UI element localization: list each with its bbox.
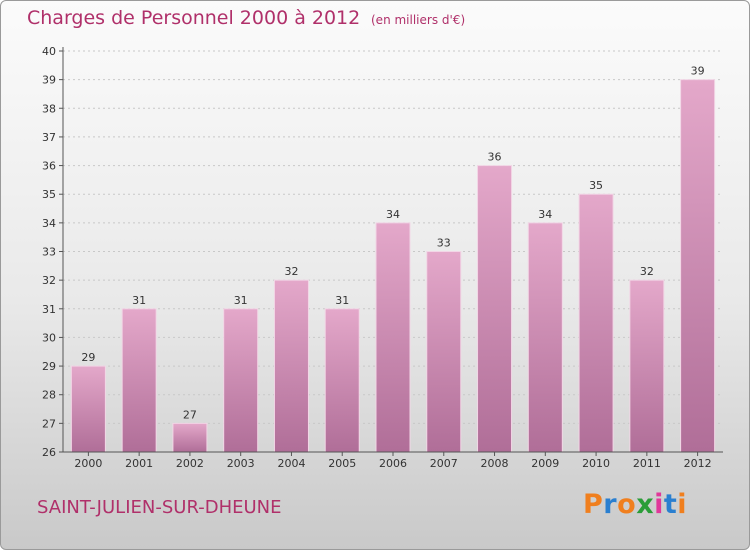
- bar-2002: [172, 422, 208, 453]
- x-tick-label: 2000: [74, 457, 102, 470]
- bar-2008: [477, 165, 513, 453]
- axes: 26 27 28 29 30 31 32 33 34 35 36 37 38 39 40 2000 2001 20…: [42, 45, 723, 470]
- logo-letter: x: [636, 489, 655, 520]
- x-tick-label: 2003: [227, 457, 255, 470]
- y-tick-label: 30: [42, 331, 56, 344]
- bar-value-label: 27: [183, 408, 197, 421]
- bar-2009: [527, 222, 563, 453]
- y-tick-label: 29: [42, 360, 56, 373]
- x-tick-label: 2005: [328, 457, 356, 470]
- bar-value-label: 31: [132, 294, 146, 307]
- y-tick-label: 38: [42, 102, 56, 115]
- logo-letter: i: [654, 489, 664, 520]
- bar-2003: [223, 308, 259, 453]
- x-tick-label: 2011: [633, 457, 661, 470]
- x-tick-label: 2012: [684, 457, 712, 470]
- y-tick-label: 27: [42, 417, 56, 430]
- logo-letter: P: [583, 489, 604, 520]
- bar-2011: [629, 279, 665, 453]
- proxiti-logo[interactable]: Proxiti: [583, 489, 687, 520]
- bar-value-label: 34: [538, 208, 552, 221]
- x-tick-label: 2009: [531, 457, 559, 470]
- y-tick-label: 36: [42, 160, 56, 173]
- y-tick-label: 34: [42, 217, 56, 230]
- y-tick-label: 28: [42, 389, 56, 402]
- x-tick-label: 2002: [176, 457, 204, 470]
- y-tick-label: 33: [42, 246, 56, 259]
- logo-letter: o: [617, 489, 637, 520]
- bar-2004: [273, 279, 309, 453]
- x-tick-label: 2008: [481, 457, 509, 470]
- bar-value-label: 34: [386, 208, 400, 221]
- x-tick-label: 2006: [379, 457, 407, 470]
- y-tick-label: 37: [42, 131, 56, 144]
- x-tick-label: 2007: [430, 457, 458, 470]
- bar-value-label: 32: [284, 265, 298, 278]
- bar-2012: [680, 79, 716, 453]
- bar-2007: [426, 251, 462, 453]
- bar-value-label: 35: [589, 179, 603, 192]
- y-tick-label: 26: [42, 446, 56, 459]
- logo-letter: t: [663, 489, 678, 520]
- bar-value-label: 33: [437, 237, 451, 250]
- chart-subtitle: (en milliers d'€): [371, 13, 466, 27]
- bar-2006: [375, 222, 411, 453]
- y-tick-label: 40: [42, 45, 56, 58]
- bar-2005: [324, 308, 360, 453]
- bar-2010: [578, 193, 614, 453]
- y-tick-label: 39: [42, 74, 56, 87]
- bar-2000: [70, 365, 106, 453]
- x-tick-label: 2010: [582, 457, 610, 470]
- bars: 29 31 27 31 32 31 34 33 36 34 35 32 39: [70, 65, 716, 453]
- chart-title: Charges de Personnel 2000 à 2012: [27, 7, 361, 29]
- x-tick-label: 2001: [125, 457, 153, 470]
- y-tick-label: 31: [42, 303, 56, 316]
- bar-value-label: 39: [691, 65, 705, 78]
- bar-value-label: 32: [640, 265, 654, 278]
- bar-value-label: 31: [234, 294, 248, 307]
- logo-letter: r: [603, 489, 618, 520]
- bar-value-label: 31: [335, 294, 349, 307]
- y-tick-label: 32: [42, 274, 56, 287]
- bar-value-label: 29: [81, 351, 95, 364]
- y-tick-label: 35: [42, 188, 56, 201]
- logo-letter: i: [677, 489, 688, 520]
- x-tick-label: 2004: [277, 457, 305, 470]
- commune-name: SAINT-JULIEN-SUR-DHEUNE: [37, 497, 282, 518]
- bar-value-label: 36: [488, 151, 502, 164]
- bar-2001: [121, 308, 157, 453]
